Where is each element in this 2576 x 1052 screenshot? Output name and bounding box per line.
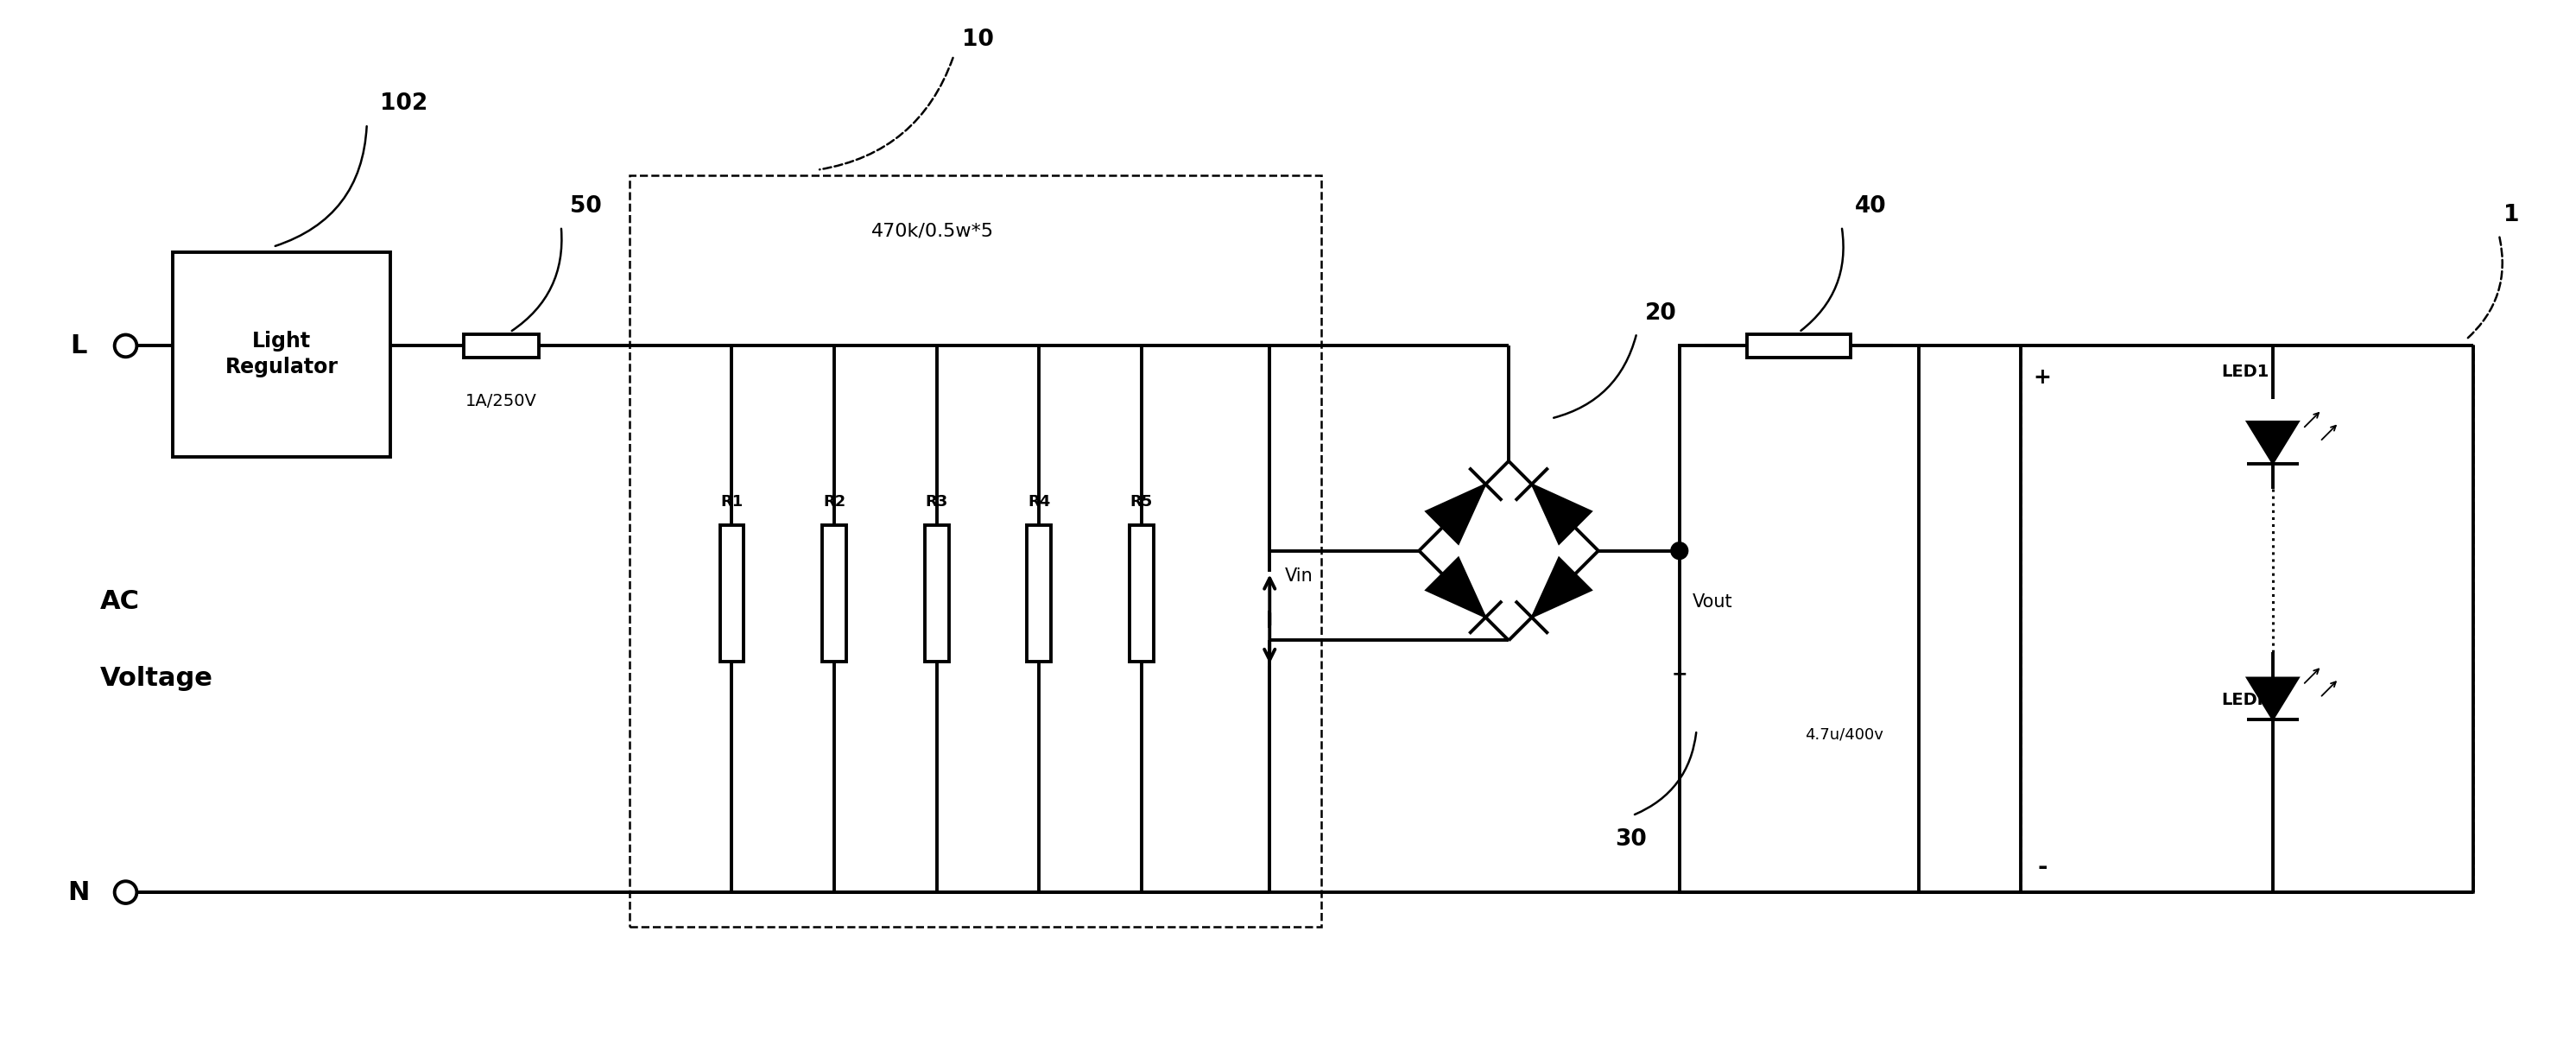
Bar xyxy=(629,175,1321,927)
Text: Light
Regulator: Light Regulator xyxy=(224,331,337,378)
Polygon shape xyxy=(2246,677,2298,720)
Text: R1: R1 xyxy=(721,494,742,510)
Bar xyxy=(1747,333,1850,358)
Text: AC: AC xyxy=(100,589,139,614)
Bar xyxy=(719,525,744,662)
Polygon shape xyxy=(2246,422,2298,464)
Text: 50: 50 xyxy=(569,196,600,218)
Text: Vout: Vout xyxy=(1692,593,1734,610)
Text: 1A/250V: 1A/250V xyxy=(466,392,536,409)
Text: Vin: Vin xyxy=(1285,568,1314,585)
Text: R2: R2 xyxy=(822,494,845,510)
Bar xyxy=(1131,525,1154,662)
Text: 1: 1 xyxy=(2504,204,2519,226)
Text: R5: R5 xyxy=(1131,494,1154,510)
Bar xyxy=(464,333,538,358)
Bar xyxy=(822,525,845,662)
Text: Voltage: Voltage xyxy=(100,666,214,691)
Text: N: N xyxy=(67,879,90,905)
Text: 10: 10 xyxy=(963,28,994,52)
Text: +: + xyxy=(1672,666,1687,683)
Text: 102: 102 xyxy=(379,93,428,116)
Bar xyxy=(2022,346,2473,892)
Polygon shape xyxy=(1533,558,1592,618)
Text: 30: 30 xyxy=(1615,828,1646,851)
Text: 40: 40 xyxy=(1855,196,1886,218)
Text: R4: R4 xyxy=(1028,494,1051,510)
Circle shape xyxy=(1672,542,1687,560)
Polygon shape xyxy=(1533,484,1592,544)
Polygon shape xyxy=(1427,558,1486,618)
Text: 470k/0.5w*5: 470k/0.5w*5 xyxy=(871,222,994,239)
Bar xyxy=(1680,346,1919,892)
Text: -: - xyxy=(2038,855,2048,879)
Text: 20: 20 xyxy=(1646,302,1677,324)
Text: 4.7u/400v: 4.7u/400v xyxy=(1806,727,1883,742)
Text: R3: R3 xyxy=(925,494,948,510)
Text: L: L xyxy=(70,333,88,359)
Text: LEDn: LEDn xyxy=(2221,691,2269,708)
Bar xyxy=(1028,525,1051,662)
Text: +: + xyxy=(2032,367,2050,388)
Text: LED1: LED1 xyxy=(2221,364,2269,380)
Bar xyxy=(173,251,392,457)
Polygon shape xyxy=(1427,484,1486,544)
Bar xyxy=(925,525,948,662)
